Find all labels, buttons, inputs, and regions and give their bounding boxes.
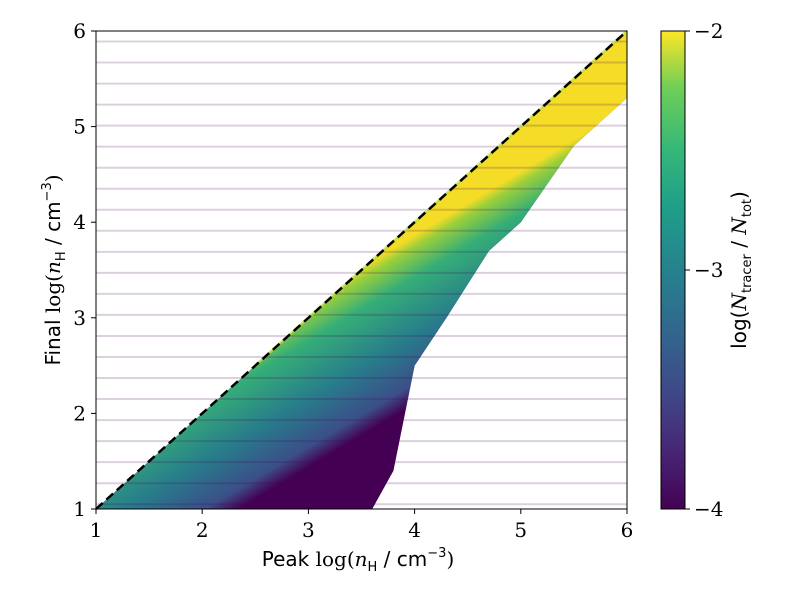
y-axis: 1 2 3 4 5 6 — [73, 19, 96, 521]
y-tick-label: 4 — [73, 210, 86, 234]
x-axis-label-prefix: Peak — [262, 547, 310, 571]
x-axis: 1 2 3 4 5 6 — [90, 509, 634, 542]
x-tick-label: 4 — [408, 518, 421, 542]
x-tick-label: 5 — [514, 518, 527, 542]
colorbar-label: log(Ntracer / Ntot) — [727, 191, 755, 349]
x-tick-label: 2 — [196, 518, 209, 542]
x-tick-label: 6 — [621, 518, 634, 542]
y-tick-label: 3 — [73, 306, 86, 330]
y-tick-label: 6 — [73, 19, 86, 43]
y-axis-label: Final log(nH / cm−3) — [40, 174, 69, 365]
colorbar-tick-label: −2 — [694, 19, 723, 43]
x-axis-label: Peak log(nH / cm−3) — [262, 546, 455, 575]
y-tick-label: 1 — [73, 497, 86, 521]
colorbar — [660, 30, 686, 510]
y-tick-label: 2 — [73, 401, 86, 425]
plot-frame — [95, 30, 628, 510]
x-tick-label: 1 — [90, 518, 103, 542]
y-tick-label: 5 — [73, 115, 86, 139]
colorbar-ticks: −2 −3 −4 — [685, 19, 723, 521]
colorbar-tick-label: −4 — [694, 497, 723, 521]
x-tick-label: 3 — [302, 518, 315, 542]
one-to-one-dashed-line — [95, 30, 628, 510]
y-axis-label-prefix: Final — [41, 319, 65, 365]
colorbar-tick-label: −3 — [694, 258, 723, 282]
